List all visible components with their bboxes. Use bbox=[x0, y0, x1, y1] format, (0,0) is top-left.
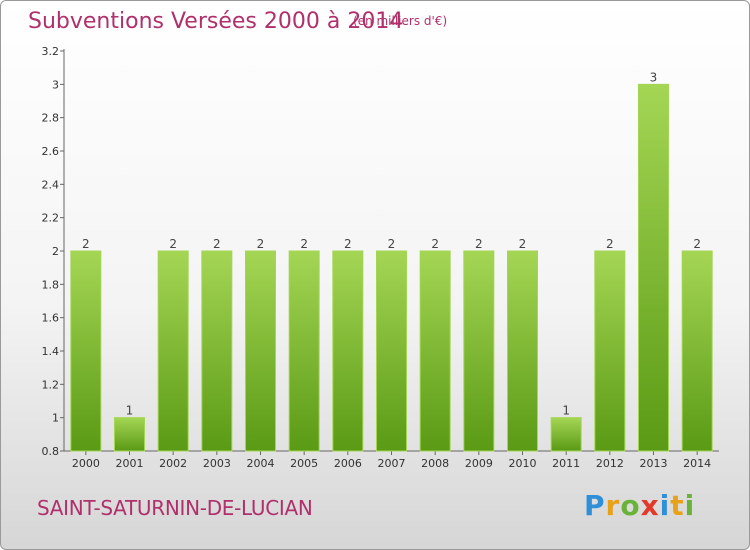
logo-letter: i bbox=[684, 489, 696, 522]
y-tick-label: 3 bbox=[52, 78, 59, 91]
x-tick-label: 2010 bbox=[509, 457, 537, 470]
logo-letter: i bbox=[659, 489, 671, 522]
bar bbox=[507, 250, 538, 452]
x-tick-label: 2007 bbox=[378, 457, 406, 470]
logo-letter: t bbox=[670, 489, 685, 522]
data-label: 2 bbox=[257, 237, 265, 251]
logo-letter: x bbox=[640, 489, 660, 522]
chart-title: Subventions Versées 2000 à 2014 bbox=[28, 9, 404, 34]
bar bbox=[594, 250, 626, 452]
x-tick-label: 2004 bbox=[247, 457, 275, 470]
y-tick-label: 1.6 bbox=[42, 312, 60, 325]
x-tick-label: 2000 bbox=[72, 457, 100, 470]
bar bbox=[157, 250, 189, 452]
bar bbox=[376, 250, 407, 452]
data-label: 2 bbox=[300, 237, 308, 251]
commune-name: SAINT-SATURNIN-DE-LUCIAN bbox=[37, 496, 313, 520]
y-tick-label: 3.2 bbox=[42, 45, 60, 58]
bar bbox=[419, 250, 451, 452]
data-label: 2 bbox=[431, 237, 439, 251]
logo-letter: o bbox=[620, 489, 641, 522]
y-tick-label: 1.4 bbox=[42, 345, 60, 358]
y-tick-label: 1 bbox=[52, 412, 59, 425]
logo-letter: r bbox=[605, 489, 621, 522]
bar bbox=[550, 417, 582, 452]
y-tick-label: 1.8 bbox=[42, 278, 60, 291]
bar bbox=[332, 250, 364, 452]
x-tick-label: 2009 bbox=[465, 457, 493, 470]
data-label: 2 bbox=[606, 237, 614, 251]
data-label: 3 bbox=[650, 70, 658, 84]
chart-subtitle: (en milliers d'€) bbox=[353, 14, 448, 28]
bar bbox=[288, 250, 320, 452]
x-tick-label: 2013 bbox=[640, 457, 668, 470]
data-label: 2 bbox=[475, 237, 483, 251]
data-label: 2 bbox=[344, 237, 352, 251]
bar bbox=[114, 417, 145, 452]
data-label: 2 bbox=[388, 237, 396, 251]
data-label: 2 bbox=[693, 237, 701, 251]
bar bbox=[638, 83, 669, 452]
bar bbox=[463, 250, 495, 452]
y-tick-label: 2.4 bbox=[42, 178, 60, 191]
logo-letter: P bbox=[584, 489, 606, 522]
proxiti-logo: Proxiti bbox=[584, 489, 695, 522]
x-tick-label: 2014 bbox=[683, 457, 711, 470]
y-tick-label: 2.6 bbox=[42, 145, 60, 158]
data-label: 1 bbox=[562, 404, 570, 418]
bar bbox=[681, 250, 713, 452]
bar bbox=[201, 250, 233, 452]
data-label: 2 bbox=[169, 237, 177, 251]
data-label: 2 bbox=[213, 237, 221, 251]
x-tick-label: 2003 bbox=[203, 457, 231, 470]
bar bbox=[245, 250, 276, 452]
y-tick-label: 1.2 bbox=[42, 378, 60, 391]
y-tick-label: 2 bbox=[52, 245, 59, 258]
x-tick-label: 2008 bbox=[421, 457, 449, 470]
data-label: 1 bbox=[126, 404, 134, 418]
bar bbox=[70, 250, 102, 452]
x-tick-label: 2005 bbox=[290, 457, 318, 470]
y-tick-label: 2.2 bbox=[42, 212, 60, 225]
x-tick-label: 2011 bbox=[552, 457, 580, 470]
data-label: 2 bbox=[82, 237, 90, 251]
data-label: 2 bbox=[519, 237, 527, 251]
x-tick-label: 2001 bbox=[116, 457, 144, 470]
x-tick-label: 2012 bbox=[596, 457, 624, 470]
x-tick-label: 2002 bbox=[159, 457, 187, 470]
y-tick-label: 2.8 bbox=[42, 112, 60, 125]
x-tick-label: 2006 bbox=[334, 457, 362, 470]
y-tick-label: 0.8 bbox=[42, 445, 60, 458]
